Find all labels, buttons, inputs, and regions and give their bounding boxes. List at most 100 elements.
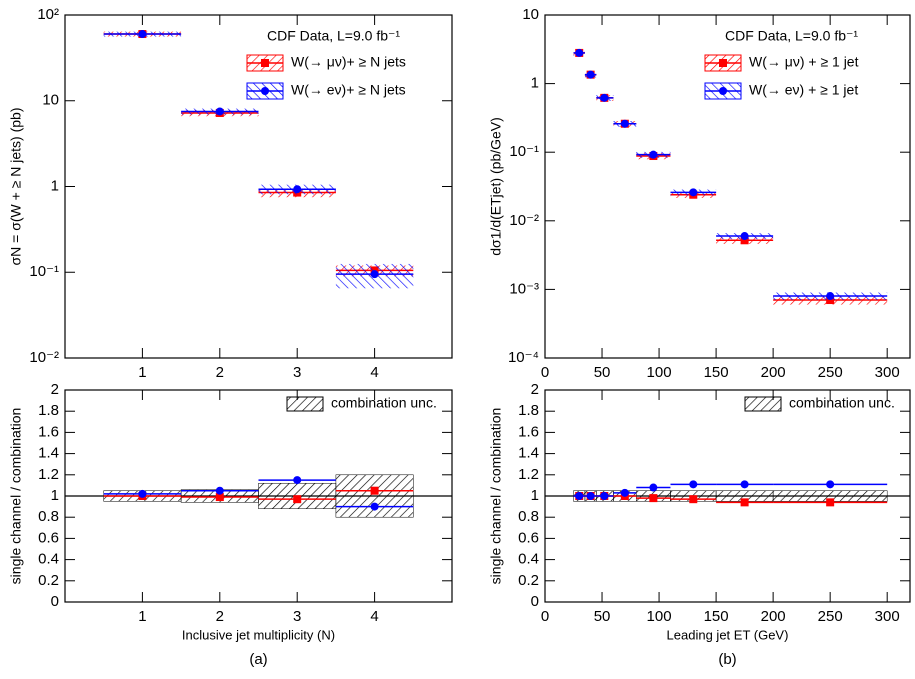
marker — [649, 494, 658, 503]
legend-marker — [719, 87, 727, 95]
marker — [620, 119, 629, 128]
y-tick-label: 1 — [51, 487, 59, 504]
y-axis-title: σN = σ(W + ≥ N jets) (pb) — [8, 108, 24, 266]
x-tick-label: 4 — [370, 364, 378, 381]
x-tick-label: 250 — [818, 608, 843, 625]
y-tick-label: 10 — [522, 6, 539, 23]
plot-frame — [544, 14, 911, 359]
x-tick-label: 1 — [138, 364, 146, 381]
x-tick-label: 50 — [594, 364, 611, 381]
y-tick-label: 1.8 — [38, 402, 59, 419]
x-axis-title: Leading jet ET (GeV) — [667, 627, 789, 642]
marker — [620, 488, 629, 497]
y-tick-label: 10² — [37, 6, 59, 23]
x-tick-label: 0 — [541, 364, 549, 381]
marker — [740, 232, 749, 241]
marker — [370, 486, 379, 495]
y-tick-label: 1.2 — [518, 466, 539, 483]
x-tick-label: 300 — [875, 364, 900, 381]
marker — [826, 480, 835, 489]
y-tick-label: 1 — [531, 487, 539, 504]
y-tick-label: 10⁻² — [29, 349, 59, 366]
legend-label: W(→ μν)+ ≥ N jets — [291, 54, 406, 70]
legend-swatch — [744, 396, 782, 412]
legend-label: combination unc. — [331, 395, 437, 411]
legend-label: combination unc. — [789, 395, 895, 411]
marker — [740, 236, 749, 245]
legend-marker — [719, 59, 727, 67]
plot-frame — [64, 389, 453, 603]
marker — [826, 292, 835, 301]
marker — [826, 498, 835, 507]
marker — [689, 188, 698, 197]
x-tick-label: 100 — [647, 364, 672, 381]
marker — [215, 493, 224, 502]
y-tick-label: 1 — [51, 177, 59, 194]
marker — [575, 48, 584, 57]
marker — [586, 70, 595, 79]
y-tick-label: 10 — [42, 92, 59, 109]
plot-frame — [544, 389, 911, 603]
x-axis-title: Inclusive jet multiplicity (N) — [182, 627, 335, 642]
plot-frame — [64, 14, 453, 359]
marker — [293, 476, 302, 485]
legend-marker — [261, 59, 269, 67]
legend-title: CDF Data, L=9.0 fb⁻¹ — [725, 28, 858, 44]
y-tick-label: 0.6 — [38, 529, 59, 546]
y-axis-title: single channel / combination — [488, 408, 504, 585]
marker — [600, 93, 609, 102]
legend-label: W(→ eν) + ≥ 1 jet — [749, 82, 858, 98]
marker — [689, 495, 698, 504]
x-tick-label: 4 — [370, 608, 378, 625]
y-tick-label: 1.6 — [38, 423, 59, 440]
y-tick-label: 10⁻¹ — [29, 263, 59, 280]
y-tick-label: 10⁻⁴ — [508, 349, 539, 366]
marker — [649, 150, 658, 159]
y-axis-title: dσ1/d(ETjet) (pb/GeV) — [488, 117, 504, 256]
y-tick-label: 0.4 — [38, 551, 59, 568]
x-tick-label: 300 — [875, 608, 900, 625]
legend-label: W(→ eν)+ ≥ N jets — [291, 82, 406, 98]
y-tick-label: 0 — [51, 593, 59, 610]
y-tick-label: 0.6 — [518, 529, 539, 546]
y-tick-label: 0 — [531, 593, 539, 610]
marker — [575, 492, 584, 500]
x-tick-label: 150 — [704, 608, 729, 625]
x-tick-label: 150 — [704, 364, 729, 381]
x-tick-label: 2 — [216, 608, 224, 625]
y-tick-label: 1.8 — [518, 402, 539, 419]
y-tick-label: 1.4 — [518, 445, 539, 462]
marker — [600, 492, 609, 500]
legend-label: W(→ μν) + ≥ 1 jet — [749, 54, 859, 70]
y-tick-label: 0.8 — [38, 508, 59, 525]
marker — [293, 495, 302, 504]
marker — [586, 492, 595, 500]
y-tick-label: 0.8 — [518, 508, 539, 525]
marker — [215, 107, 224, 116]
y-tick-label: 0.2 — [518, 572, 539, 589]
x-tick-label: 50 — [594, 608, 611, 625]
y-tick-label: 2 — [51, 381, 59, 398]
legend-title: CDF Data, L=9.0 fb⁻¹ — [267, 28, 400, 44]
marker — [370, 502, 379, 511]
y-tick-label: 10⁻¹ — [509, 143, 539, 160]
x-tick-label: 3 — [293, 364, 301, 381]
y-tick-label: 1.4 — [38, 445, 59, 462]
x-tick-label: 200 — [761, 608, 786, 625]
marker — [740, 498, 749, 507]
x-tick-label: 2 — [216, 364, 224, 381]
x-tick-label: 1 — [138, 608, 146, 625]
x-tick-label: 3 — [293, 608, 301, 625]
x-tick-label: 100 — [647, 608, 672, 625]
y-tick-label: 0.4 — [518, 551, 539, 568]
marker — [138, 30, 147, 39]
x-tick-label: 0 — [541, 608, 549, 625]
marker — [689, 480, 698, 489]
legend-swatch — [286, 396, 324, 412]
y-tick-label: 1.6 — [518, 423, 539, 440]
y-tick-label: 0.2 — [38, 572, 59, 589]
y-tick-label: 10⁻³ — [509, 280, 539, 297]
y-axis-title: single channel / combination — [8, 408, 24, 585]
marker — [649, 483, 658, 492]
